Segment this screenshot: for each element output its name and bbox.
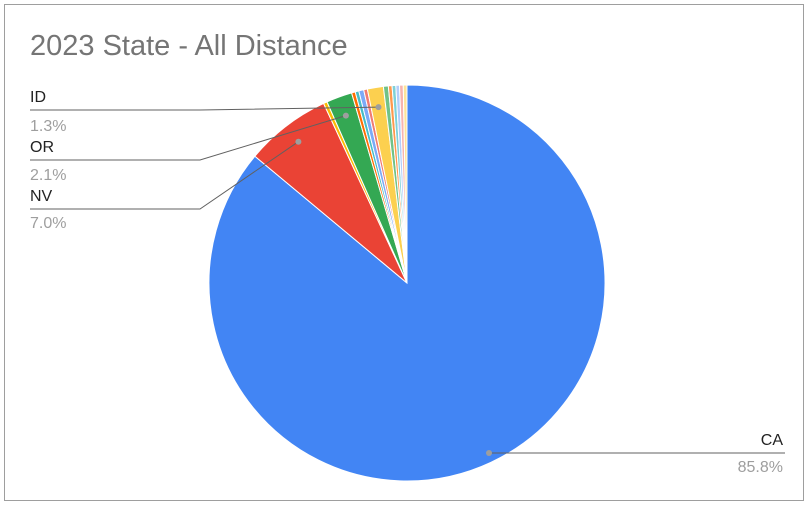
pie-slice-ca: [208, 84, 606, 482]
leader-line-or: [30, 115, 347, 161]
chart-title: 2023 State - All Distance: [30, 30, 348, 62]
slice-value-or: 2.1%: [30, 167, 66, 184]
slice-label-or: OR: [30, 139, 54, 156]
slice-label-id: ID: [30, 89, 46, 106]
pie-slice-14: [402, 84, 408, 284]
leader-dot-ca: [486, 450, 492, 456]
leader-line-id: [30, 106, 379, 111]
leader-dot-id: [375, 104, 382, 111]
slice-value-id: 1.3%: [30, 118, 66, 135]
slice-value-nv: 7.0%: [30, 215, 66, 232]
leader-dot-nv: [295, 138, 302, 145]
slice-label-ca: CA: [761, 432, 784, 449]
slice-label-nv: NV: [30, 188, 53, 205]
leader-line-nv: [30, 141, 299, 210]
slice-value-ca: 85.8%: [738, 459, 783, 476]
leader-dot-or: [342, 112, 349, 119]
